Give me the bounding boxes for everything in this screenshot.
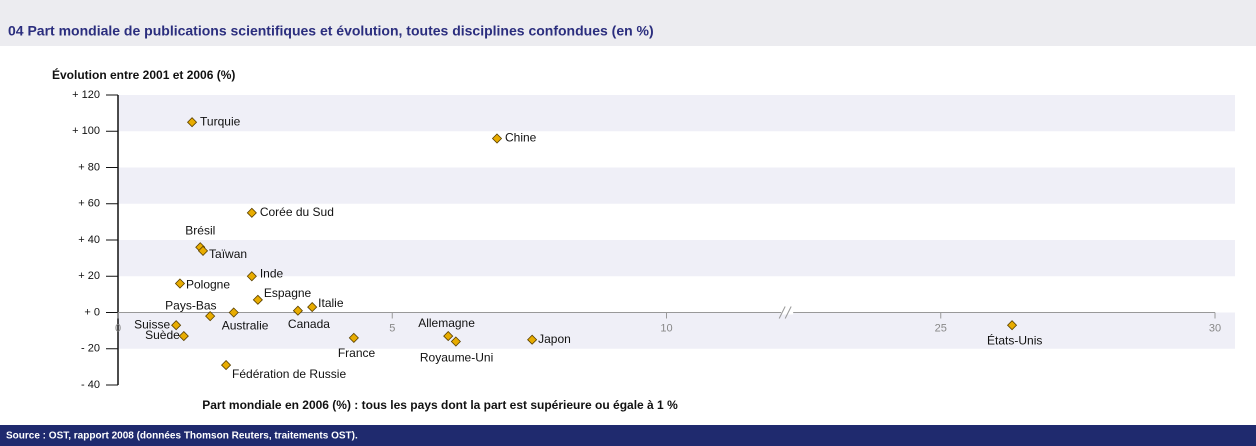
point <box>1006 320 1018 331</box>
point <box>450 336 461 347</box>
axis-break-gap <box>781 310 794 315</box>
point-label: Canada <box>288 317 330 331</box>
point <box>491 133 503 144</box>
point-label: Allemagne <box>418 316 475 330</box>
y-tick-label: + 20 <box>78 270 100 282</box>
axis-break <box>784 306 792 319</box>
chart-title: 04 Part mondiale de publications scienti… <box>8 23 654 39</box>
point <box>171 320 182 331</box>
point-label: Australie <box>222 319 269 333</box>
x-tick-label: 10 <box>660 322 672 334</box>
footer-bar <box>0 425 1256 446</box>
point <box>186 117 198 128</box>
point-label: États-Unis <box>987 332 1042 347</box>
point <box>246 271 257 282</box>
point-label: Japon <box>538 332 571 346</box>
x-tick-label: 5 <box>389 322 395 334</box>
point <box>178 330 189 342</box>
grid-band <box>118 167 1235 204</box>
point-label: Corée du Sud <box>260 205 334 219</box>
x-tick-label: 0 <box>115 322 121 334</box>
point <box>220 359 232 371</box>
point <box>292 305 303 316</box>
point-label: Turquie <box>200 114 241 128</box>
y-tick-label: - 20 <box>81 343 100 355</box>
point-label: Suède <box>145 328 180 342</box>
point <box>443 330 454 342</box>
y-tick-label: - 40 <box>81 379 100 391</box>
point-label: Italie <box>318 296 344 310</box>
point-label: Suisse <box>134 317 170 331</box>
y-tick-label: + 80 <box>78 161 100 173</box>
point-label: France <box>338 346 376 360</box>
point-label: Espagne <box>264 286 312 300</box>
point <box>174 278 186 289</box>
grid-band <box>118 95 1235 132</box>
point <box>252 294 263 305</box>
y-tick-label: + 40 <box>78 234 100 246</box>
point <box>348 332 359 343</box>
point-label: Chine <box>505 131 537 145</box>
point-label: Pays-Bas <box>165 298 216 312</box>
x-tick-label: 30 <box>1209 322 1221 334</box>
point <box>197 245 209 256</box>
x-tick-label: 25 <box>935 322 947 334</box>
y-tick-label: + 60 <box>78 198 100 210</box>
plot: + 120 + 100 + 80 + 60 + 40 + 20 + 0 - 20 - 40 0 5 1… <box>72 89 1235 391</box>
y-tick-label: + 0 <box>84 306 100 318</box>
axis-break <box>778 306 786 319</box>
grid-band <box>118 240 1235 277</box>
point <box>205 311 216 322</box>
point <box>527 334 538 345</box>
point <box>228 307 239 318</box>
y-axis-label: Évolution entre 2001 et 2006 (%) <box>52 67 235 82</box>
x-axis-label: Part mondiale en 2006 (%) : tous les pay… <box>202 398 678 412</box>
point-label: Royaume-Uni <box>420 351 493 365</box>
point <box>307 301 318 313</box>
title-bar <box>0 0 1256 46</box>
source: Source : OST, rapport 2008 (données Thom… <box>6 431 358 442</box>
point-label: Pologne <box>186 278 230 292</box>
point-label: Fédération de Russie <box>232 367 346 381</box>
point <box>246 207 257 218</box>
point-label: Taïwan <box>209 247 247 261</box>
y-tick-label: + 100 <box>72 125 100 137</box>
point-label: Brésil <box>185 223 215 237</box>
point-label: Inde <box>260 266 284 280</box>
grid-band <box>118 312 1235 349</box>
y-tick-label: + 120 <box>72 89 100 101</box>
